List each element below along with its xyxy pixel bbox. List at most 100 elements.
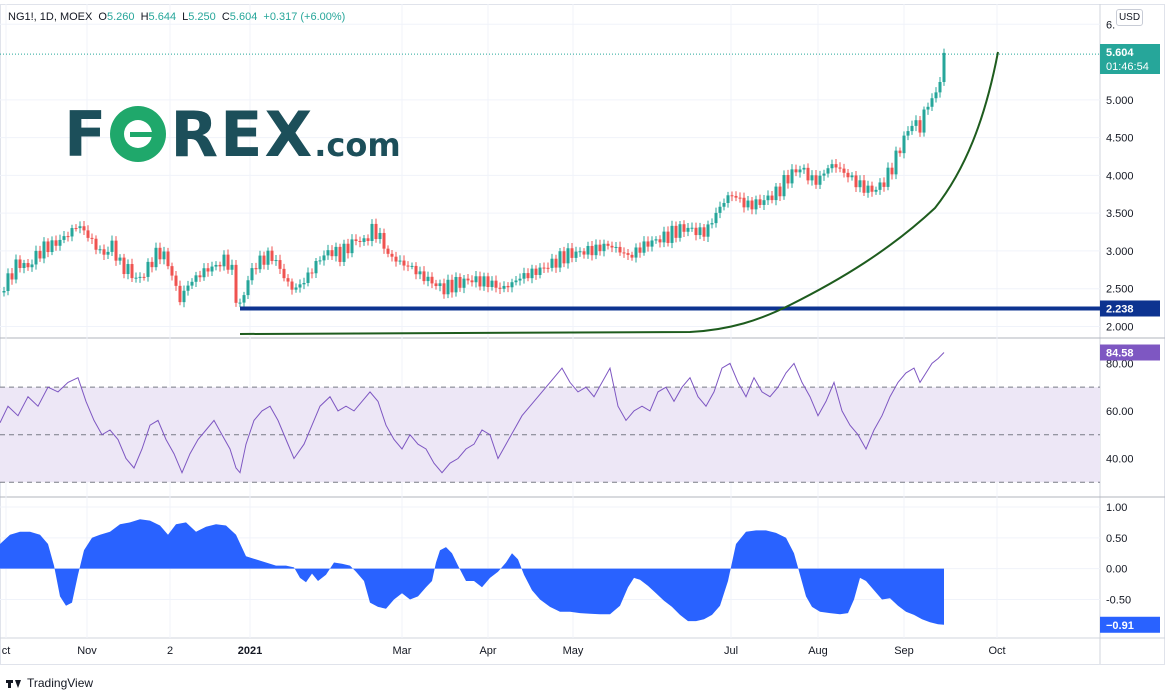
- candle-body: [206, 268, 210, 272]
- candle-body: [426, 276, 430, 282]
- candle-body: [650, 240, 654, 247]
- x-tick-label: ct: [2, 645, 11, 657]
- candle-body: [158, 247, 162, 260]
- candle-body: [906, 131, 910, 136]
- candle-body: [150, 261, 154, 268]
- oscillator-area: [0, 519, 944, 625]
- candle-body: [898, 150, 902, 154]
- rsi-tick-label: 80.00: [1106, 358, 1134, 370]
- candle-body: [182, 290, 186, 303]
- price-axis[interactable]: ct Nov 2 2021 Mar Apr May Jul Aug Sep Oct 2.000 2.50…: [2, 19, 1134, 657]
- candle-body: [738, 197, 742, 199]
- candle-body: [602, 243, 606, 252]
- candle-body: [70, 228, 74, 237]
- candle-body: [310, 272, 314, 274]
- candle-body: [162, 251, 166, 260]
- candle-body: [646, 241, 650, 247]
- candle-body: [154, 247, 158, 268]
- candle-body: [58, 239, 62, 246]
- candle-body: [350, 239, 354, 254]
- candle-body: [78, 226, 82, 229]
- candle-body: [62, 236, 66, 240]
- symbol-label[interactable]: NG1!, 1D, MOEX: [8, 11, 93, 23]
- candle-body: [682, 224, 686, 232]
- candle-body: [374, 223, 378, 240]
- rsi-tick-label: 40.00: [1106, 453, 1134, 465]
- candle-body: [174, 275, 178, 286]
- low-value: 5.250: [188, 11, 216, 23]
- candle-body: [786, 175, 790, 184]
- candle-body: [630, 254, 634, 258]
- candle-body: [326, 250, 330, 256]
- candle-body: [454, 276, 458, 293]
- candle-body: [302, 282, 306, 285]
- candle-body: [830, 164, 834, 169]
- candle-body: [850, 175, 854, 178]
- candle-body: [666, 231, 670, 243]
- candle-body: [358, 240, 362, 242]
- candle-body: [54, 240, 58, 246]
- candle-body: [530, 268, 534, 279]
- rsi-badge: [1100, 344, 1160, 361]
- candle-body: [798, 169, 802, 173]
- candle-body: [866, 185, 870, 193]
- tradingview-brand[interactable]: TradingView: [6, 676, 93, 690]
- candle-body: [822, 173, 826, 176]
- candle-body: [658, 239, 662, 243]
- candle-body: [186, 285, 190, 291]
- candle-body: [846, 172, 850, 178]
- candle-body: [698, 227, 702, 236]
- candle-body: [122, 257, 126, 275]
- candle-body: [110, 240, 114, 252]
- candle-body: [198, 275, 202, 278]
- candle-body: [522, 273, 526, 279]
- candle-body: [382, 232, 386, 249]
- candle-body: [818, 175, 822, 185]
- candle-body: [238, 302, 242, 304]
- candle-body: [918, 120, 922, 133]
- x-tick-label: Sep: [894, 645, 914, 657]
- candle-body: [258, 255, 262, 270]
- candle-body: [114, 240, 118, 261]
- candle-body: [74, 228, 78, 230]
- candle-body: [922, 109, 926, 133]
- candle-body: [758, 199, 762, 205]
- candle-body: [82, 226, 86, 231]
- price-tick-label: 3.000: [1106, 246, 1134, 258]
- candle-body: [418, 271, 422, 275]
- osc-tick-label: 1.00: [1106, 502, 1127, 514]
- chart-frame: [0, 4, 1165, 665]
- candle-body: [390, 253, 394, 257]
- x-tick-label: Nov: [77, 645, 97, 657]
- candle-body: [802, 167, 806, 170]
- candle-body: [106, 251, 110, 255]
- currency-button[interactable]: USD: [1116, 9, 1143, 26]
- candle-body: [574, 251, 578, 258]
- open-value: 5.260: [106, 11, 135, 23]
- candle-body: [330, 250, 334, 257]
- candle-body: [466, 278, 470, 281]
- candle-body: [430, 276, 434, 284]
- candle-body: [642, 241, 646, 253]
- chart-header: NG1!, 1D, MOEX O5.260 H5.644 L5.250 C5.6…: [8, 11, 348, 23]
- candle-body: [398, 260, 402, 262]
- candle-body: [266, 250, 270, 265]
- candle-body: [342, 243, 346, 262]
- candle-body: [370, 223, 374, 241]
- candle-body: [726, 195, 730, 203]
- candle-body: [570, 248, 574, 258]
- candle-body: [510, 282, 514, 288]
- candle-body: [246, 280, 250, 296]
- candle-body: [742, 197, 746, 208]
- candle-body: [498, 287, 502, 289]
- candle-body: [518, 278, 522, 281]
- candle-body: [854, 175, 858, 188]
- candle-body: [470, 280, 474, 283]
- candle-body: [406, 265, 410, 267]
- candle-body: [554, 258, 558, 268]
- candle-body: [734, 195, 738, 198]
- candle-body: [886, 167, 890, 187]
- last-price-badge-text: 01:46:54: [1106, 61, 1149, 73]
- change-value: +0.317 (+6.00%): [263, 11, 346, 23]
- candle-body: [826, 168, 830, 174]
